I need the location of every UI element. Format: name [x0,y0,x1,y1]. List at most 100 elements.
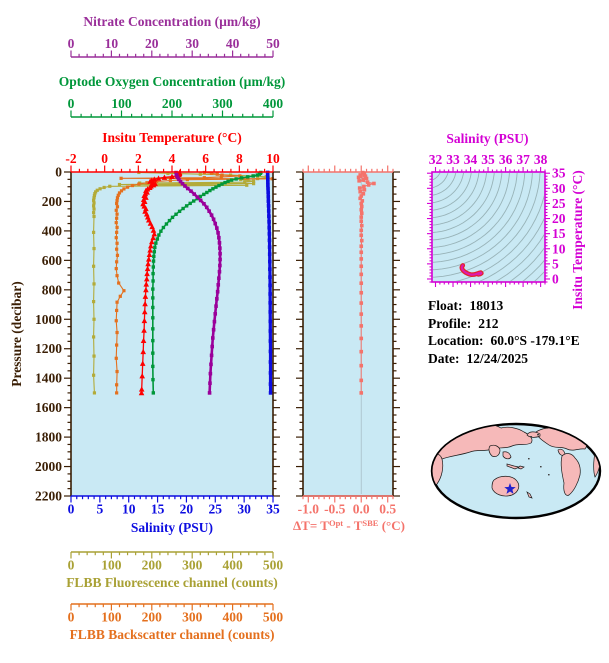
svg-text:38: 38 [534,152,548,167]
svg-text:34: 34 [464,152,478,167]
ts-salinity-axis-title: Salinity (PSU) [446,131,529,146]
svg-text:0.5: 0.5 [379,502,396,517]
svg-text:10: 10 [105,36,119,51]
float-value: 18013 [469,298,504,313]
map-land-new-zealand [526,491,533,499]
svg-text:400: 400 [222,558,243,573]
svg-text:30: 30 [237,502,251,517]
map-land-africa [432,453,444,486]
delta-t-label-part: - T [343,518,363,533]
svg-text:0: 0 [68,558,75,573]
svg-text:300: 300 [212,96,233,111]
svg-text:35: 35 [266,502,280,517]
nitrate-axis-title: Nitrate Concentration (µm/kg) [83,14,261,29]
svg-text:10: 10 [266,151,280,166]
svg-text:200: 200 [42,194,63,209]
svg-text:10: 10 [122,502,136,517]
svg-text:36: 36 [499,152,513,167]
float-location-star [504,483,516,494]
map-land-south-america [560,453,581,496]
float-info-row: Profile: 212 [428,315,580,333]
location-value: 60.0°S -179.1°E [490,333,580,348]
svg-text:400: 400 [263,96,284,111]
float-info-row: Float: 18013 [428,297,580,315]
svg-text:300: 300 [182,558,203,573]
svg-text:1600: 1600 [35,400,62,415]
map-island-speck [530,436,532,438]
float-info-row: Date: 12/24/2025 [428,350,580,368]
svg-text:10: 10 [552,241,566,256]
map-island-speck [540,466,542,468]
svg-text:300: 300 [182,610,203,625]
delta-t-plot: -1.0 -0.5 0.0 0.5 [296,165,400,517]
svg-text:100: 100 [101,610,122,625]
svg-text:800: 800 [42,282,63,297]
map-island-speck [548,474,550,476]
svg-text:2000: 2000 [35,459,62,474]
svg-text:1000: 1000 [35,312,62,327]
svg-text:1400: 1400 [35,371,62,386]
world-map [430,422,602,520]
salinity-axis-title: Salinity (PSU) [130,520,214,535]
svg-text:200: 200 [162,96,183,111]
map-land-india [488,444,501,457]
date-value: 12/24/2025 [466,350,528,366]
svg-text:200: 200 [142,558,163,573]
delta-t-label-part: ΔT= T [293,518,329,533]
float-info-row: Location: 60.0°S -179.1°E [428,332,580,350]
svg-text:1800: 1800 [35,430,62,445]
temperature-axis-title: Insitu Temperature (°C) [102,130,242,145]
svg-text:35: 35 [552,166,566,181]
svg-text:35: 35 [481,152,495,167]
svg-text:5: 5 [96,502,103,517]
date-label: Date: [428,350,460,366]
main-profile-plot: 0200400600800100012001400160018002000220… [35,36,283,625]
float-label: Float: [428,298,463,313]
delta-t-label-sup-sbe: SBE [362,518,379,528]
svg-text:400: 400 [42,223,63,238]
map-island-speck [537,434,539,436]
svg-text:15: 15 [151,502,165,517]
profile-value: 212 [478,315,499,331]
svg-text:25: 25 [552,196,566,211]
svg-text:37: 37 [516,152,530,167]
svg-text:0: 0 [55,165,62,180]
svg-text:0: 0 [68,610,75,625]
map-land-australia [491,475,520,497]
svg-text:8: 8 [236,151,243,166]
svg-text:20: 20 [180,502,194,517]
fluorescence-axis-title: FLBB Fluorescence channel (counts) [66,575,278,590]
svg-text:0: 0 [68,36,75,51]
float-info-block: Float: 18013 Profile: 212 Location: 60.0°S … [428,297,580,367]
svg-text:200: 200 [142,610,163,625]
svg-text:30: 30 [185,36,199,51]
delta-t-label-part: (°C) [378,518,405,533]
svg-text:1200: 1200 [35,341,62,356]
svg-text:0: 0 [68,96,75,111]
map-land-indonesia [502,451,525,470]
svg-text:500: 500 [263,558,284,573]
svg-text:20: 20 [145,36,159,51]
svg-text:0: 0 [68,502,75,517]
pressure-axis-title: Pressure (decibar) [9,281,24,387]
svg-text:30: 30 [552,181,566,196]
delta-t-axis-title: ΔT= TOpt - TSBE (°C) [283,518,415,534]
svg-text:5: 5 [552,256,559,271]
svg-text:400: 400 [222,610,243,625]
svg-text:500: 500 [263,610,284,625]
location-label: Location: [428,333,484,348]
svg-text:25: 25 [209,502,223,517]
map-land-greenland [580,425,594,437]
svg-text:-0.5: -0.5 [324,502,346,517]
svg-text:2200: 2200 [35,489,62,504]
svg-text:6: 6 [202,151,209,166]
delta-t-label-sup-opt: Opt [328,518,344,528]
backscatter-axis-title: FLBB Backscatter channel (counts) [69,627,275,642]
svg-text:100: 100 [101,558,122,573]
svg-text:-2: -2 [65,151,76,166]
profile-label: Profile: [428,315,472,331]
svg-text:33: 33 [446,152,460,167]
